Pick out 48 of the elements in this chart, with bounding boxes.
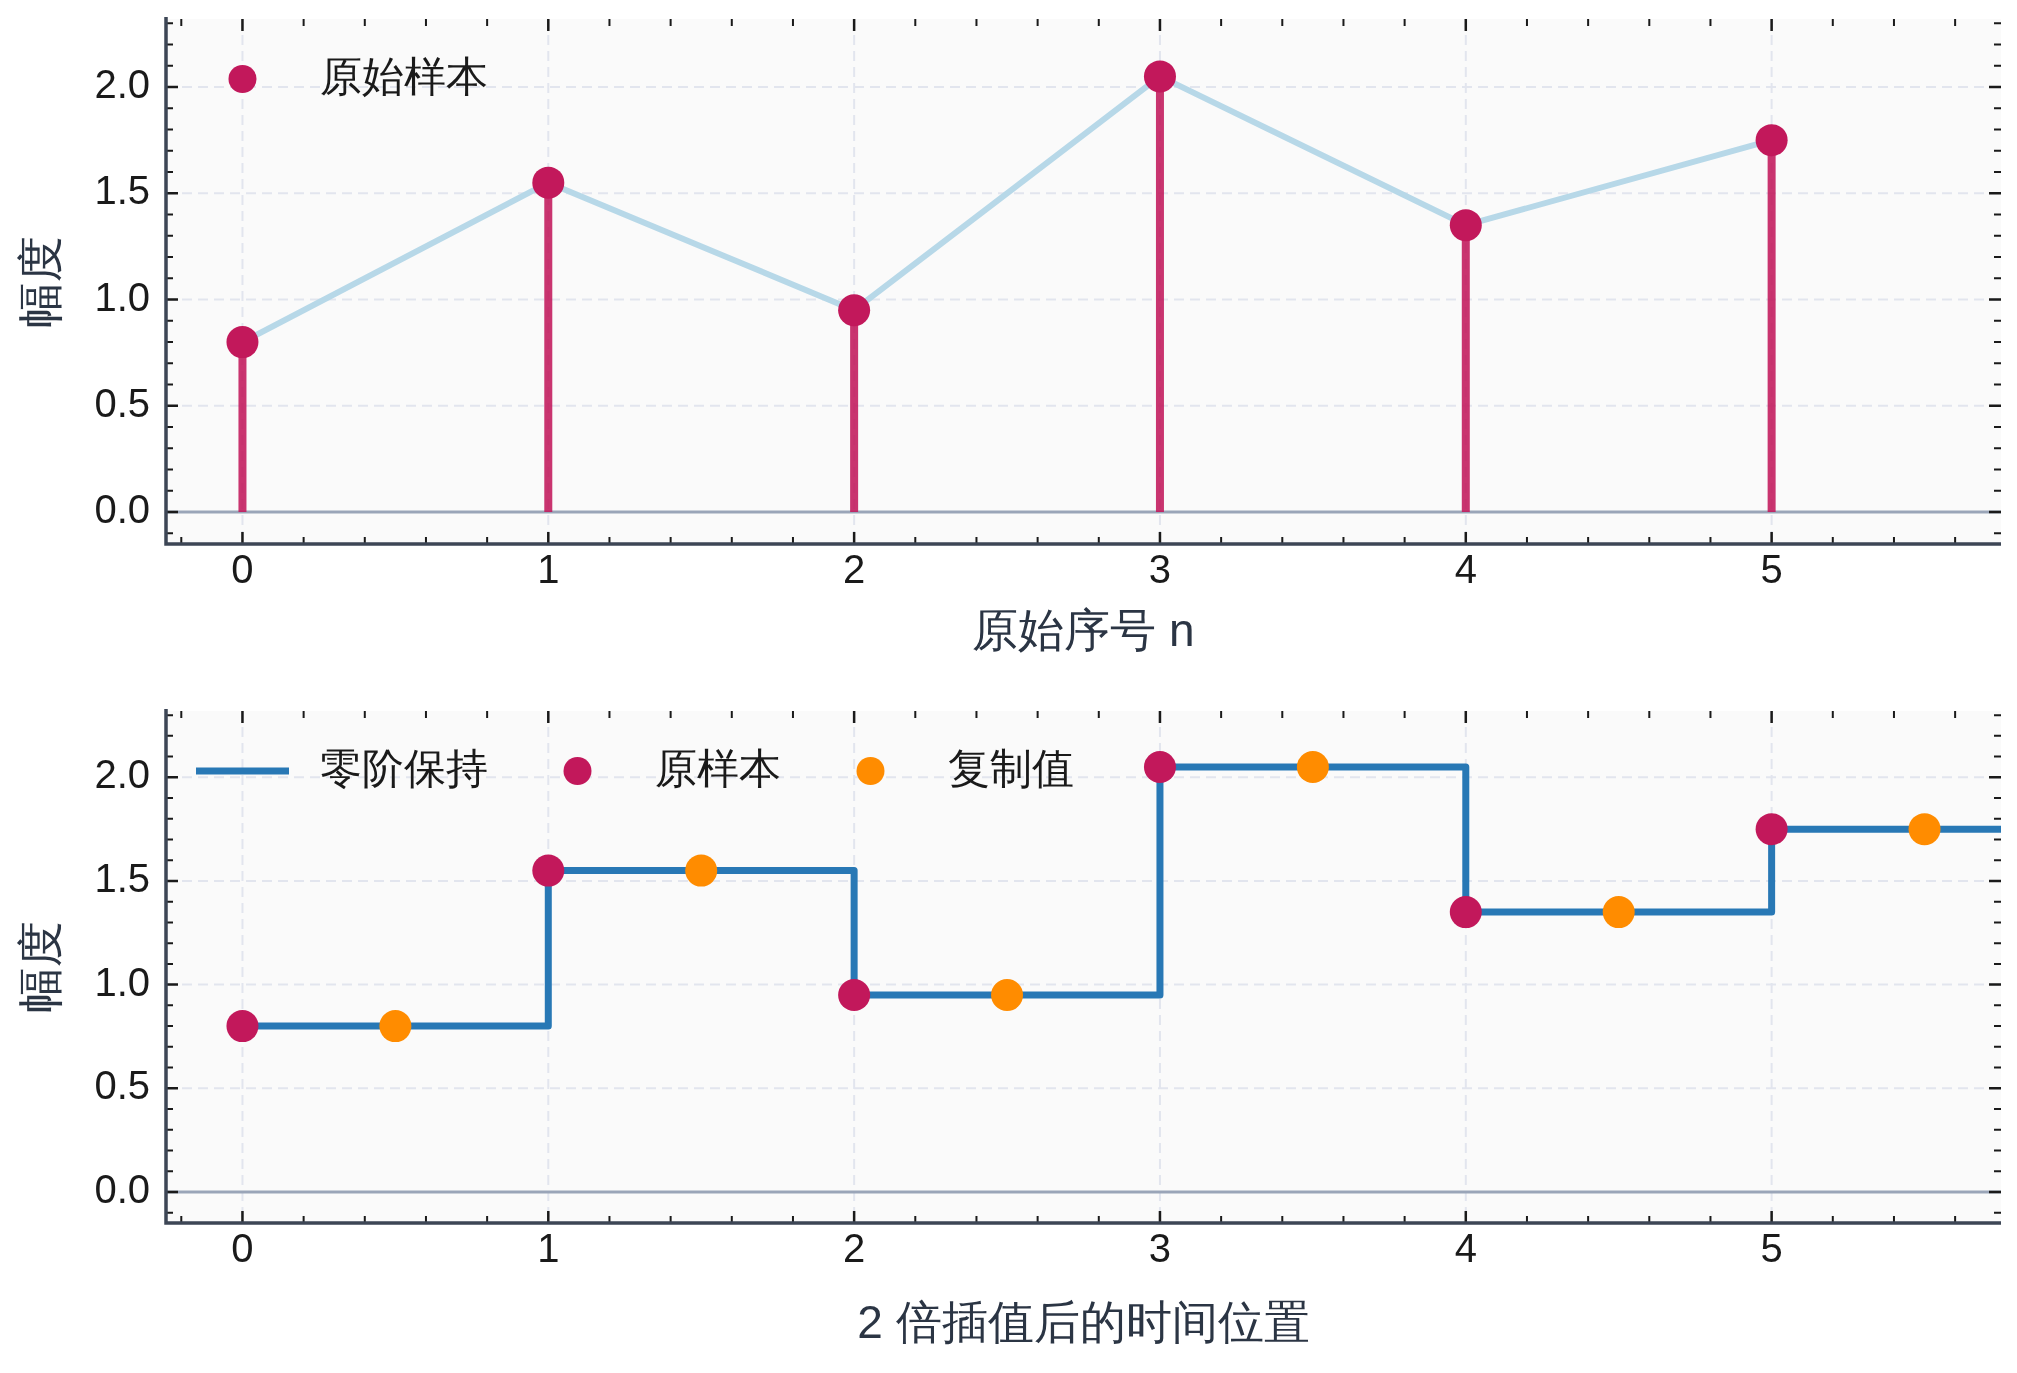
y-tick-label: 0.0 [94,487,150,532]
x-axis-title: 原始序号 n [972,604,1195,657]
x-tick-label: 5 [1760,1226,1783,1271]
point [1908,813,1941,846]
point [1449,896,1482,929]
point [1755,813,1788,846]
point [1143,750,1176,783]
y-axis-title: 幅度 [14,921,67,1013]
legend-label: 零阶保持 [320,744,488,792]
legend-label: 原始样本 [320,52,488,100]
x-tick-label: 0 [231,1226,254,1271]
point [838,978,871,1011]
point [226,1010,259,1043]
x-tick-label: 4 [1454,1226,1477,1271]
y-tick-label: 0.0 [94,1166,150,1211]
point [1755,124,1788,157]
point [991,978,1024,1011]
x-tick-label: 5 [1760,547,1783,592]
point [532,854,565,887]
point [1143,60,1176,93]
point [685,854,718,887]
y-tick-label: 0.5 [94,1063,150,1108]
y-axis-title: 幅度 [14,235,67,328]
point [1296,750,1329,783]
x-tick-label: 3 [1148,547,1172,592]
x-axis-title: 2 倍插值后的时间位置 [857,1296,1310,1349]
y-tick-label: 1.5 [94,856,150,901]
x-tick-label: 2 [843,547,866,592]
x-tick-label: 1 [537,547,560,592]
point [1449,209,1482,242]
x-tick-label: 0 [231,547,254,592]
y-tick-label: 2.0 [94,752,150,797]
point [226,326,259,359]
point [532,166,565,199]
point [1602,896,1635,929]
legend-label: 复制值 [948,744,1074,792]
y-tick-label: 0.5 [94,380,150,425]
y-tick-label: 2.0 [94,62,150,107]
x-tick-label: 3 [1148,1226,1172,1271]
y-tick-label: 1.5 [94,168,150,213]
x-tick-label: 2 [843,1226,866,1271]
point [379,1010,412,1043]
x-tick-label: 4 [1454,547,1477,592]
legend-label: 原样本 [655,744,781,792]
y-tick-label: 1.0 [94,959,150,1004]
x-tick-label: 1 [537,1226,560,1271]
point [838,294,871,327]
y-tick-label: 1.0 [94,274,150,319]
